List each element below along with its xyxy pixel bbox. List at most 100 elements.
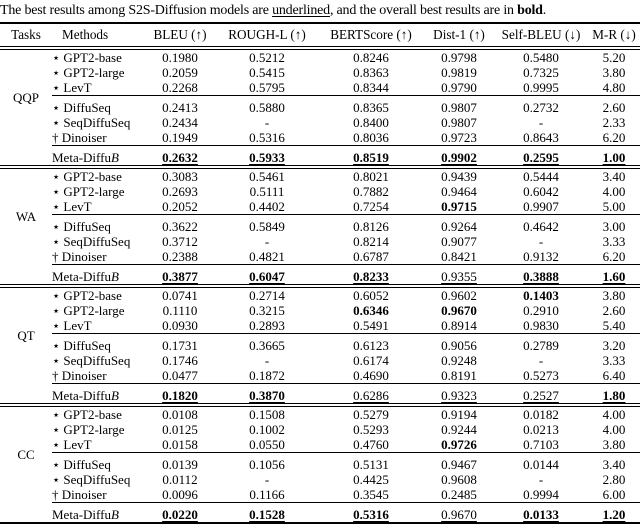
metric-value: 0.8421 bbox=[441, 249, 477, 264]
metric-value: 0.2059 bbox=[162, 65, 198, 80]
metric-value: 0.9807 bbox=[441, 100, 477, 115]
metric-value: 0.0220 bbox=[162, 507, 198, 522]
metric-value: 0.1949 bbox=[162, 130, 198, 145]
group-divider bbox=[0, 214, 640, 219]
metric-value: - bbox=[538, 472, 544, 487]
task-label: CC bbox=[17, 447, 35, 463]
dagger-icon: † bbox=[52, 368, 62, 383]
metric-value: 0.0477 bbox=[162, 368, 198, 383]
table-row: CC ⋆ GPT2-base 0.0108 0.1508 0.5279 0.9194 0.0… bbox=[0, 407, 640, 462]
star-icon: ⋆ bbox=[52, 199, 64, 214]
metric-value: 0.6052 bbox=[353, 288, 389, 303]
metric-value: 0.4642 bbox=[523, 219, 559, 234]
dagger-icon: † bbox=[52, 249, 62, 264]
metric-value: 0.6787 bbox=[353, 249, 389, 264]
rule-line bbox=[52, 333, 640, 338]
metric-value: 4.00 bbox=[602, 407, 626, 422]
metric-value: 5.20 bbox=[602, 50, 626, 65]
metric-value: 0.8126 bbox=[353, 219, 389, 234]
section-divider bbox=[0, 165, 640, 169]
metric-value: 0.9726 bbox=[441, 437, 477, 452]
table-row: ⋆ SeqDiffuSeq 0.0112 - 0.4425 0.9608 - 2.80 bbox=[0, 472, 640, 487]
metric-value: 0.9798 bbox=[441, 50, 477, 65]
section-divider bbox=[0, 284, 640, 288]
metric-value: 0.9670 bbox=[441, 507, 477, 522]
double-rule bbox=[0, 403, 640, 407]
metric-value: 0.2789 bbox=[523, 338, 559, 353]
metric-value: 2.60 bbox=[602, 100, 626, 115]
table-row: Meta-DiffuB 0.2632 0.5933 0.8519 0.9902 0.259… bbox=[0, 150, 640, 166]
method-name: † Dinoiser bbox=[52, 487, 107, 502]
metric-value: 0.8344 bbox=[353, 80, 389, 95]
metric-value: 0.5415 bbox=[249, 65, 285, 80]
table-caption: The best results among S2S-Diffusion mod… bbox=[0, 1, 640, 20]
method-name: Meta-DiffuB bbox=[52, 388, 119, 403]
metric-value: 0.9715 bbox=[441, 199, 477, 214]
method-name: Meta-DiffuB bbox=[52, 269, 119, 284]
metric-value: 4.80 bbox=[602, 80, 626, 95]
table-row: Meta-DiffuB 0.0220 0.1528 0.5316 0.9670 0.013… bbox=[0, 507, 640, 523]
metric-value: 0.2527 bbox=[523, 388, 559, 403]
star-icon: ⋆ bbox=[52, 407, 64, 422]
metric-value: 0.7325 bbox=[523, 65, 559, 80]
metric-value: 0.0158 bbox=[162, 437, 198, 452]
header-row: Tasks Methods BLEU (↑) ROUGH-L (↑) BERTS… bbox=[0, 23, 640, 47]
metric-value: 0.0139 bbox=[162, 457, 198, 472]
metric-value: 0.9608 bbox=[441, 472, 477, 487]
group-divider bbox=[0, 264, 640, 269]
metric-value: 1.80 bbox=[602, 388, 626, 403]
group-divider bbox=[0, 383, 640, 388]
metric-value: 1.20 bbox=[602, 507, 626, 522]
col-header-bleu: BLEU (↑) bbox=[153, 27, 207, 42]
metric-value: 0.9902 bbox=[441, 150, 477, 165]
metric-value: 0.9248 bbox=[441, 353, 477, 368]
star-icon: ⋆ bbox=[52, 65, 64, 80]
metric-value: 3.33 bbox=[602, 234, 626, 249]
metric-value: 0.8643 bbox=[523, 130, 559, 145]
table-row: ⋆ LevT 0.0158 0.0550 0.4760 0.9726 0.7103 3.80 bbox=[0, 437, 640, 453]
table-row: Meta-DiffuB 0.1820 0.3870 0.6286 0.9323 0.252… bbox=[0, 388, 640, 404]
metric-value: 0.2052 bbox=[162, 199, 198, 214]
metric-value: 0.2388 bbox=[162, 249, 198, 264]
rule-line bbox=[52, 383, 640, 388]
star-icon: ⋆ bbox=[52, 115, 64, 130]
caption-underlined-word: underlined bbox=[272, 3, 330, 18]
rule-line bbox=[52, 145, 640, 150]
metric-value: 0.4821 bbox=[249, 249, 285, 264]
metric-value: 0.5279 bbox=[353, 407, 389, 422]
table-row: ⋆ SeqDiffuSeq 0.3712 - 0.8214 0.9077 - 3.33 bbox=[0, 234, 640, 249]
metric-value: 0.6286 bbox=[353, 388, 389, 403]
metric-value: 0.0112 bbox=[162, 472, 198, 487]
method-name: ⋆ GPT2-base bbox=[52, 288, 122, 303]
metric-value: 0.3888 bbox=[523, 269, 559, 284]
metric-value: 0.3870 bbox=[249, 388, 285, 403]
col-header-methods: Methods bbox=[62, 27, 109, 42]
metric-value: 0.9439 bbox=[441, 169, 477, 184]
metric-value: 0.9244 bbox=[441, 422, 477, 437]
col-header-bertscore: BERTScore (↑) bbox=[330, 27, 412, 42]
table-row: ⋆ GPT2-large 0.2693 0.5111 0.7882 0.9464 0.60… bbox=[0, 184, 640, 199]
table-row: ⋆ GPT2-large 0.0125 0.1002 0.5293 0.9244 0.02… bbox=[0, 422, 640, 437]
metric-value: 0.4425 bbox=[353, 472, 389, 487]
method-name: ⋆ GPT2-base bbox=[52, 50, 122, 65]
metric-value: 0.9807 bbox=[441, 115, 477, 130]
col-header-dist-1: Dist-1 (↑) bbox=[433, 27, 485, 42]
metric-value: 0.3083 bbox=[162, 169, 198, 184]
star-icon: ⋆ bbox=[52, 437, 64, 452]
metric-value: 0.0144 bbox=[523, 457, 559, 472]
metric-value: 0.9355 bbox=[441, 269, 477, 284]
rule-line bbox=[52, 95, 640, 100]
metric-value: 0.1820 bbox=[162, 388, 198, 403]
metric-value: 0.8021 bbox=[353, 169, 389, 184]
section-divider bbox=[0, 403, 640, 407]
metric-value: 3.80 bbox=[602, 65, 626, 80]
rule-line bbox=[52, 214, 640, 219]
method-name: Meta-DiffuB bbox=[52, 507, 119, 522]
col-header-rough-l: ROUGH-L (↑) bbox=[228, 27, 306, 42]
metric-value: 2.33 bbox=[602, 115, 626, 130]
metric-value: 0.1403 bbox=[523, 288, 559, 303]
metric-value: 0.3877 bbox=[162, 269, 198, 284]
metric-value: 0.7254 bbox=[353, 199, 389, 214]
metric-value: 0.9790 bbox=[441, 80, 477, 95]
